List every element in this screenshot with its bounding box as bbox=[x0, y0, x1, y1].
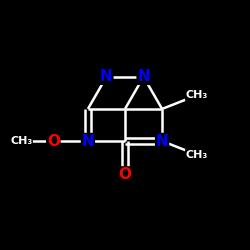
Text: N: N bbox=[156, 134, 168, 148]
Text: N: N bbox=[100, 69, 113, 84]
Text: N: N bbox=[82, 134, 94, 148]
Text: O: O bbox=[47, 134, 60, 148]
Text: CH₃: CH₃ bbox=[10, 136, 32, 146]
Text: O: O bbox=[118, 167, 132, 182]
Text: N: N bbox=[137, 69, 150, 84]
Text: CH₃: CH₃ bbox=[186, 90, 208, 100]
Text: CH₃: CH₃ bbox=[186, 150, 208, 160]
